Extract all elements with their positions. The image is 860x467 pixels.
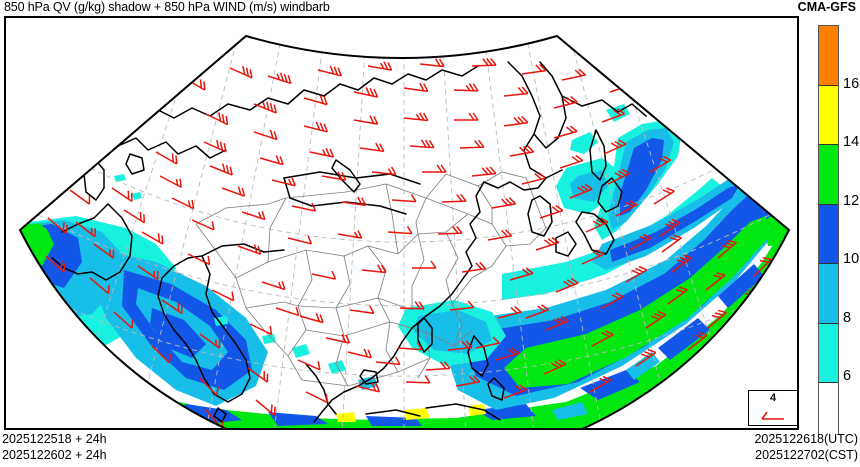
init-time-cst: 2025122602 + 24h	[2, 448, 107, 462]
windbarb-legend: 4	[748, 390, 798, 426]
windbarb-legend-icon	[761, 411, 784, 420]
colorbar-tick-label: 12	[843, 192, 860, 209]
page-title: 850 hPa QV (g/kg) shadow + 850 hPa WIND …	[4, 0, 330, 14]
colorbar-tick-label: 8	[843, 309, 852, 326]
init-time-utc: 2025122518 + 24h	[2, 432, 107, 446]
projection-boundary	[18, 34, 791, 428]
valid-time-utc: 2025122618(UTC)	[754, 432, 858, 446]
colorbar-band	[819, 383, 838, 442]
map-canvas	[18, 34, 791, 428]
colorbar-tick-label: 6	[843, 368, 852, 385]
colorbar-band	[819, 85, 838, 146]
windbarb-legend-value: 4	[769, 392, 777, 404]
model-label: CMA-GFS	[797, 0, 856, 14]
province-borders-layer	[195, 171, 547, 387]
colorbar-tick-label: 10	[843, 251, 860, 268]
colorbar-tick-label: 14	[843, 134, 860, 151]
colorbar-band	[819, 26, 838, 86]
colorbar	[818, 25, 839, 442]
windbarb-layer	[35, 57, 782, 428]
colorbar-band	[819, 323, 838, 384]
colorbar-band	[819, 204, 838, 265]
colorbar-band	[819, 264, 838, 324]
colorbar-band	[819, 145, 838, 205]
valid-time-cst: 2025122702(CST)	[755, 448, 858, 462]
colorbar-tick-label: 16	[843, 75, 860, 92]
map-panel	[4, 16, 799, 430]
